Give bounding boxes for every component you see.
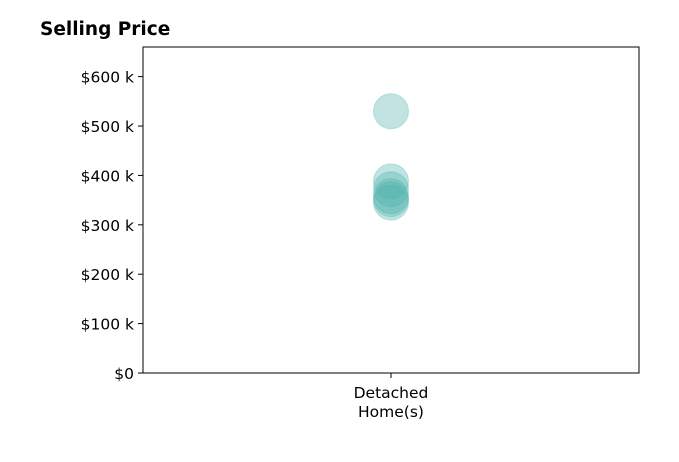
data-points bbox=[373, 93, 409, 221]
data-point bbox=[373, 171, 409, 208]
y-tick-label: $400 k bbox=[81, 167, 134, 185]
chart-title: Selling Price bbox=[40, 19, 170, 40]
y-tick-label: $300 k bbox=[81, 217, 134, 235]
y-tick-label: $100 k bbox=[81, 316, 134, 334]
data-point bbox=[373, 178, 409, 215]
data-point bbox=[373, 93, 409, 130]
data-point bbox=[373, 184, 409, 221]
y-tick-label: $500 k bbox=[81, 118, 134, 136]
x-tick-label: Detached Home(s) bbox=[354, 384, 429, 421]
y-tick-label: $200 k bbox=[81, 266, 134, 284]
data-point bbox=[373, 181, 409, 218]
y-tick-label: $0 bbox=[114, 365, 134, 383]
y-tick-label: $600 k bbox=[81, 69, 134, 87]
y-axis: $0 $100 k $200 k $300 k $400 k $500 k $600 k bbox=[81, 69, 143, 383]
data-point bbox=[373, 163, 409, 200]
x-axis: Detached Home(s) bbox=[354, 373, 429, 421]
